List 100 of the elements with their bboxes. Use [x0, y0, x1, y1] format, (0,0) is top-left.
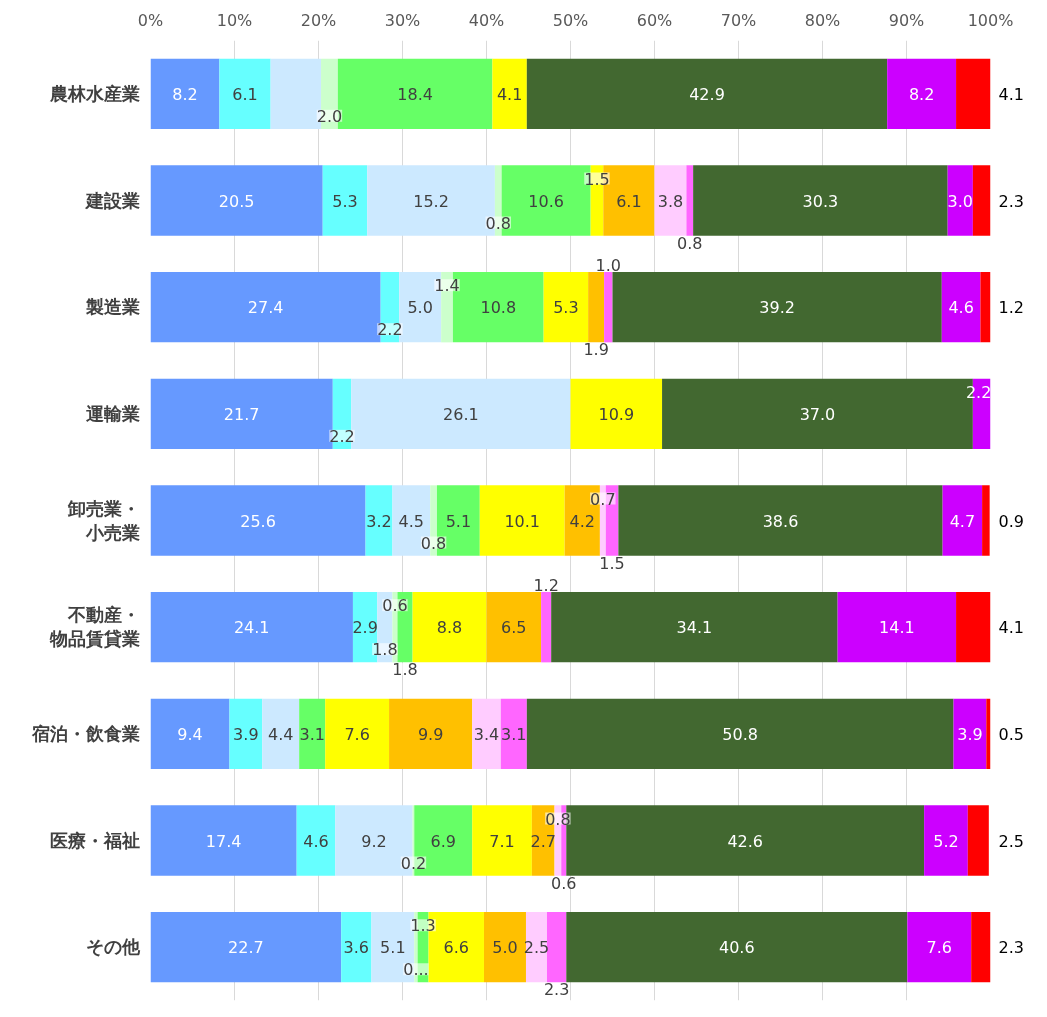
- bar: [837, 591, 957, 663]
- data-label: 30.3: [802, 191, 839, 211]
- bar: [982, 485, 990, 556]
- bar: [380, 271, 400, 343]
- data-label: 14.1: [879, 618, 915, 638]
- data-label: 5.2: [933, 831, 959, 851]
- data-label: 3.1: [501, 724, 527, 744]
- bar: [693, 165, 948, 236]
- data-label: 5.0: [492, 938, 518, 958]
- y-tick-label: 宿泊・飲食業: [30, 723, 140, 744]
- bar: [483, 911, 526, 983]
- data-label: 4.1: [998, 84, 1024, 104]
- y-tick-label: 運輸業: [84, 403, 140, 424]
- bar: [953, 698, 987, 770]
- bar: [341, 911, 372, 983]
- data-label: 1.2: [998, 298, 1024, 318]
- bar: [956, 591, 991, 663]
- bar: [472, 805, 532, 876]
- data-label: 1.0: [595, 256, 622, 276]
- data-label: 38.6: [762, 511, 799, 531]
- data-label: 3.1: [299, 724, 325, 744]
- bar: [296, 805, 336, 876]
- bar: [570, 378, 663, 450]
- data-label: 1.5: [584, 169, 610, 189]
- x-tick-label: 0%: [137, 10, 164, 30]
- data-label: 2.2: [377, 320, 403, 340]
- y-tick-label: 建設業: [83, 190, 140, 211]
- bar: [492, 58, 527, 130]
- data-label: 26.1: [443, 404, 479, 424]
- bar: [618, 485, 943, 556]
- y-tick-label: 農林水産業: [48, 83, 140, 104]
- data-label: 42.6: [727, 831, 764, 851]
- bar: [972, 165, 991, 236]
- bar: [299, 698, 326, 770]
- bar: [472, 698, 501, 770]
- bar: [365, 485, 393, 556]
- data-label: 9.9: [417, 724, 444, 744]
- data-label: 1.9: [583, 340, 609, 360]
- bar: [150, 58, 220, 130]
- data-label: 1.3: [410, 916, 436, 936]
- data-label: 0.2: [400, 853, 427, 873]
- x-tick-label: 30%: [384, 10, 421, 30]
- data-label: 3.6: [343, 938, 370, 958]
- bar: [262, 698, 300, 770]
- data-label: 24.1: [233, 618, 270, 638]
- bar: [967, 805, 989, 876]
- data-label: 4.1: [998, 618, 1024, 638]
- data-label: 5.3: [553, 298, 579, 318]
- data-label: 3.4: [473, 724, 500, 744]
- bar: [971, 911, 991, 983]
- bar: [150, 911, 342, 983]
- data-label: 4.7: [949, 511, 976, 531]
- x-tick-label: 40%: [468, 10, 505, 30]
- data-label: 5.3: [332, 191, 358, 211]
- bar: [924, 805, 968, 876]
- data-label: 2.0: [316, 106, 343, 126]
- data-label: 1.2: [533, 576, 559, 596]
- data-label: 6.1: [232, 84, 258, 104]
- data-label: 0.8: [545, 809, 571, 829]
- x-tick-label: 60%: [636, 10, 673, 30]
- bar: [150, 698, 230, 770]
- data-label: 20.5: [218, 191, 255, 211]
- data-label: 4.2: [569, 511, 595, 531]
- data-label: 17.4: [205, 831, 242, 851]
- bar: [389, 698, 473, 770]
- x-tick-label: 10%: [216, 10, 253, 30]
- data-label: 18.4: [397, 84, 433, 104]
- x-tick-label: 70%: [720, 10, 757, 30]
- data-label: 1.8: [392, 660, 418, 680]
- y-tick-label: 医療・福祉: [49, 830, 140, 851]
- bar: [887, 58, 957, 130]
- x-tick-label: 20%: [300, 10, 337, 30]
- bar: [322, 165, 368, 236]
- data-label: 25.6: [240, 511, 276, 531]
- data-label: 40.6: [719, 938, 755, 958]
- data-label: 6.1: [616, 191, 642, 211]
- data-label: 1.4: [434, 276, 460, 296]
- bar: [588, 271, 605, 343]
- data-label: 34.1: [676, 618, 713, 638]
- bar: [332, 378, 352, 450]
- data-label: 39.2: [759, 298, 795, 318]
- data-label: 8.2: [172, 84, 198, 104]
- data-label: 3.9: [957, 724, 983, 744]
- y-tick-label: 不動産・物品賃貸業: [48, 605, 140, 650]
- bar: [150, 591, 353, 663]
- x-tick-label: 80%: [804, 10, 841, 30]
- data-label: 6.5: [501, 618, 527, 638]
- bar: [604, 271, 613, 343]
- data-label: 2.3: [998, 191, 1024, 211]
- x-tick-label: 50%: [552, 10, 589, 30]
- bar: [486, 591, 542, 663]
- data-label: 0.7: [590, 489, 616, 509]
- bar: [543, 271, 589, 343]
- data-label: 6.6: [443, 938, 469, 958]
- y-tick-label: 卸売業・小売業: [66, 498, 140, 543]
- data-label: 10.8: [480, 298, 517, 318]
- bar: [566, 911, 908, 983]
- bar: [412, 591, 487, 663]
- data-label: 5.1: [380, 938, 406, 958]
- data-label: 2.3: [998, 938, 1024, 958]
